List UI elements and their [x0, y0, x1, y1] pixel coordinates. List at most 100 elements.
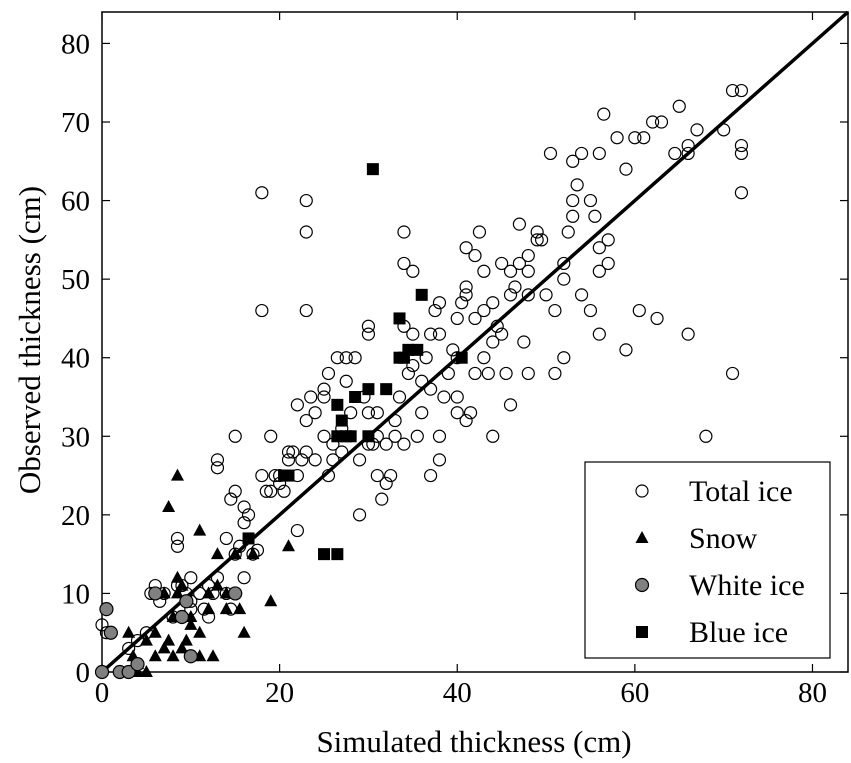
data-point [401, 366, 415, 381]
data-point [317, 382, 331, 396]
data-point [397, 437, 411, 451]
x-tick-label: 60 [620, 677, 649, 709]
legend-box [584, 461, 831, 659]
data-point [654, 115, 669, 129]
data-point [219, 602, 233, 615]
data-point [557, 272, 571, 286]
data-point [495, 327, 509, 341]
data-point [175, 578, 189, 591]
data-point [162, 500, 176, 512]
data-point [282, 469, 295, 482]
data-point [432, 453, 447, 467]
data-point [690, 123, 704, 137]
data-point [681, 327, 695, 341]
data-point [517, 335, 531, 349]
legend-marker [636, 626, 648, 638]
data-point [379, 437, 393, 451]
data-point [411, 343, 424, 356]
data-point [588, 209, 602, 223]
data-point [228, 484, 242, 498]
data-point [299, 193, 313, 208]
data-point [610, 131, 624, 145]
data-point [646, 115, 660, 129]
data-point [393, 312, 406, 325]
data-point [308, 406, 322, 420]
data-point [521, 366, 535, 381]
data-point [264, 484, 278, 498]
data-point [184, 571, 198, 585]
data-point [574, 288, 589, 302]
data-point [139, 633, 153, 646]
data-point [450, 311, 464, 326]
data-point [241, 508, 256, 522]
data-point [432, 429, 447, 443]
legend-label: Snow [689, 522, 758, 555]
data-point [308, 453, 322, 467]
series-2 [94, 586, 243, 680]
data-point [179, 633, 193, 646]
data-point [331, 548, 344, 561]
data-point [628, 131, 642, 145]
data-point [459, 241, 473, 255]
data-point [406, 358, 420, 373]
data-point [477, 264, 491, 278]
data-point [619, 343, 633, 357]
data-point [423, 382, 438, 396]
data-point [237, 571, 251, 585]
data-point [290, 523, 304, 538]
y-axis-label: Observed thickness (cm) [12, 186, 47, 494]
data-point [184, 617, 198, 630]
data-point [477, 351, 491, 365]
data-point [486, 335, 500, 349]
data-point [317, 390, 331, 404]
data-point [481, 366, 495, 381]
data-point [224, 492, 238, 506]
data-point [219, 531, 233, 546]
y-tick-label: 80 [61, 28, 90, 60]
data-point [299, 303, 313, 318]
data-point [361, 406, 376, 420]
data-point [419, 351, 433, 365]
data-point [361, 319, 376, 333]
data-point [592, 241, 606, 255]
data-point [486, 429, 500, 443]
legend-marker [634, 577, 650, 593]
data-point [450, 390, 464, 404]
data-point [264, 429, 278, 443]
data-point [255, 303, 269, 318]
data-point [495, 256, 509, 271]
data-point [699, 429, 713, 443]
data-point [437, 390, 451, 404]
data-point [206, 649, 220, 662]
data-point [410, 429, 424, 443]
data-point [512, 256, 527, 271]
data-point [210, 453, 225, 467]
data-point [175, 641, 189, 654]
data-point [499, 366, 513, 381]
data-point [637, 131, 651, 145]
data-point [415, 374, 429, 388]
data-point [561, 225, 575, 239]
data-point [592, 146, 606, 161]
data-point [548, 366, 562, 381]
data-point [210, 547, 224, 560]
plot-border [101, 11, 849, 673]
data-point [242, 532, 255, 545]
data-point [344, 430, 357, 443]
data-point [210, 461, 225, 475]
data-point [304, 390, 318, 404]
data-point [228, 547, 242, 560]
y-tick-label: 20 [61, 500, 90, 532]
data-point [255, 186, 269, 200]
data-point [193, 625, 207, 638]
y-tick-label: 60 [61, 186, 90, 218]
data-point [321, 468, 336, 483]
data-point [668, 146, 682, 161]
data-point [348, 351, 362, 365]
axis-ticks [101, 12, 848, 673]
data-point [362, 430, 375, 443]
data-point [406, 264, 420, 278]
data-point [539, 288, 553, 302]
y-tick-label: 40 [61, 343, 90, 375]
data-point [246, 547, 260, 560]
